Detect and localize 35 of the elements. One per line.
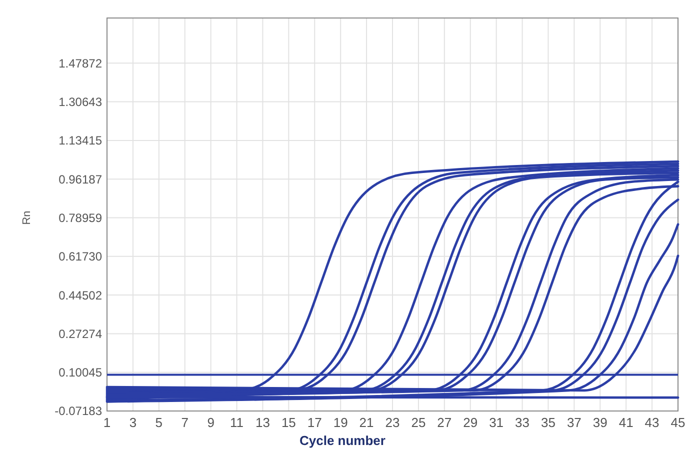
x-tick-label: 43 (644, 415, 660, 430)
x-tick-label: 11 (230, 415, 244, 430)
x-tick-label: 1 (103, 415, 111, 430)
x-tick-label: 13 (255, 415, 270, 430)
x-tick-label: 39 (592, 415, 608, 430)
x-tick-label: 27 (437, 415, 452, 430)
x-tick-label: 35 (540, 415, 556, 430)
y-tick-label: 0.27274 (58, 326, 102, 341)
y-tick-label: 0.61730 (58, 250, 102, 264)
x-tick-label: 29 (463, 415, 478, 430)
x-tick-label: 3 (129, 415, 137, 430)
x-tick-label: 45 (670, 415, 686, 430)
x-tick-label: 15 (281, 415, 296, 430)
x-tick-label: 21 (359, 415, 374, 430)
y-tick-label: 1.47872 (58, 56, 102, 70)
y-tick-label: 1.30643 (58, 95, 102, 110)
x-tick-label: 23 (385, 415, 400, 430)
y-tick-label: 1.13415 (58, 134, 102, 148)
y-tick-label: 0.44502 (58, 288, 102, 302)
x-axis-title: Cycle number (300, 433, 386, 448)
y-tick-label: -0.07183 (54, 404, 102, 418)
x-tick-label: 5 (155, 415, 163, 430)
x-tick-label: 9 (207, 415, 214, 430)
y-tick-label: 0.78959 (58, 210, 102, 225)
x-tick-label: 7 (181, 415, 188, 430)
x-tick-label: 31 (489, 415, 504, 430)
x-tick-label: 25 (411, 415, 426, 430)
y-tick-label: 0.10045 (58, 366, 102, 380)
x-tick-label: 33 (515, 415, 530, 430)
x-tick-label: 17 (307, 415, 322, 430)
x-tick-label: 19 (333, 415, 348, 430)
y-tick-label: 0.96187 (58, 172, 102, 186)
x-tick-label: 37 (566, 415, 582, 430)
x-tick-label: 41 (618, 415, 634, 430)
y-axis-title: Rn (21, 210, 33, 225)
